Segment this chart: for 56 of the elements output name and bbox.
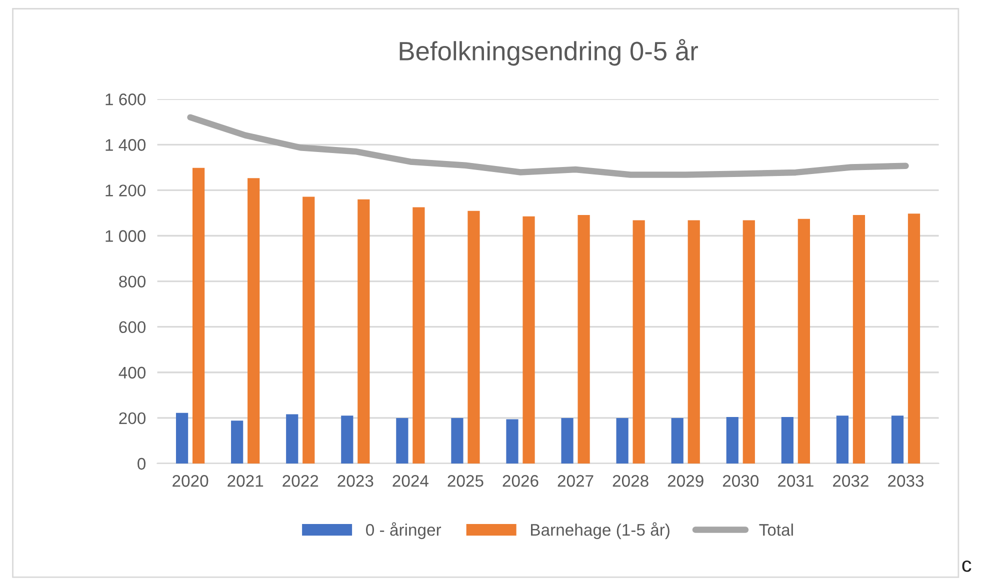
x-tick-label: 2027 [558, 475, 594, 487]
y-tick-label: 1 000 [106, 230, 146, 242]
bar [688, 220, 700, 464]
bar [468, 210, 480, 464]
bar [852, 215, 866, 464]
bar [578, 215, 590, 464]
legend-label: 0 - åringer [366, 522, 442, 540]
bar [798, 218, 810, 464]
x-tick-label: 2022 [282, 475, 318, 487]
bar [248, 178, 260, 464]
bar [506, 419, 518, 464]
y-tick-label: 200 [119, 412, 146, 424]
x-tick-label: 2024 [392, 475, 428, 487]
x-tick-label: 2030 [722, 475, 759, 487]
bar [412, 207, 425, 464]
bar [616, 418, 628, 464]
bar [192, 168, 205, 464]
x-tick-label: 2023 [338, 475, 374, 487]
x-tick-label: 2029 [668, 475, 704, 487]
bar [891, 416, 904, 464]
x-tick-label: 2028 [612, 475, 648, 487]
text: c [962, 560, 972, 572]
y-tick-label: 400 [118, 366, 146, 379]
bar [176, 412, 188, 464]
bar [522, 216, 535, 464]
y-tick-label: 1 600 [106, 94, 146, 106]
bar [836, 416, 849, 464]
bar [451, 418, 464, 464]
y-tick-label: 800 [119, 276, 146, 288]
bar [561, 418, 574, 464]
bar [231, 420, 244, 464]
bar [286, 414, 298, 464]
bar [341, 416, 354, 464]
legend-label: Barnehage (1-5 år) [531, 522, 670, 540]
x-tick-label: 2032 [833, 475, 868, 487]
x-tick-label: 2033 [888, 475, 924, 487]
chart-title: Befolkningsendring 0-5 år [400, 38, 698, 66]
bar [908, 214, 920, 464]
x-tick-label: 2021 [228, 475, 264, 487]
x-tick-label: 2031 [778, 475, 814, 487]
y-tick-label: 600 [119, 321, 146, 334]
bar [742, 220, 755, 464]
bar [781, 417, 794, 464]
y-tick-label: 0 [138, 458, 146, 470]
bar [358, 199, 370, 464]
x-tick-label: 2020 [172, 475, 208, 487]
legend-label: Total [759, 524, 793, 536]
bar [302, 196, 315, 464]
x-tick-label: 2025 [448, 475, 484, 487]
bar [671, 418, 684, 464]
y-tick-label: 1 400 [106, 139, 146, 151]
bar [396, 418, 408, 464]
bar [726, 417, 738, 464]
x-tick-label: 2026 [502, 475, 538, 487]
y-tick-label: 1 200 [106, 184, 146, 196]
bar [632, 220, 645, 464]
